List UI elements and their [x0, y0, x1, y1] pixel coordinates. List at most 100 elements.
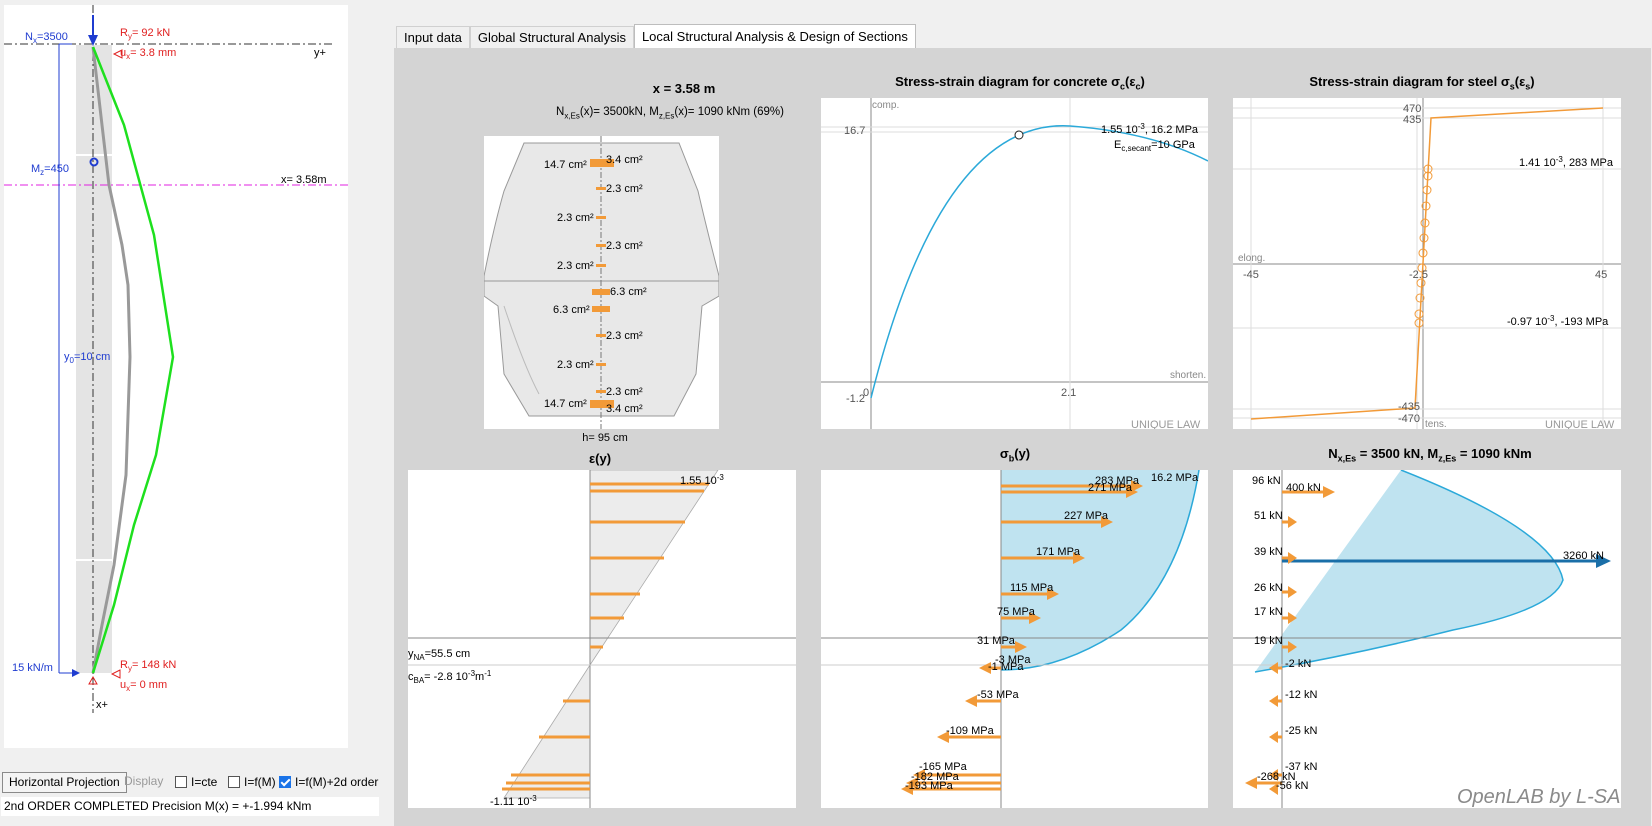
- checkbox-i-fm-2d-order-box[interactable]: [279, 776, 291, 788]
- tick-m470: -470: [1398, 413, 1420, 425]
- svg-text:1.55 10-3, 16.2 MPa: 1.55 10-3, 16.2 MPa: [1101, 122, 1199, 136]
- rebar-markers: [590, 159, 614, 408]
- force-arrows: [1257, 490, 1323, 785]
- steel-stress-arrows: [913, 484, 1131, 791]
- svg-text:Nx=3500: Nx=3500: [25, 31, 68, 45]
- unique-law-label: UNIQUE LAW: [1131, 419, 1201, 429]
- stress-label: 115 MPa: [1010, 582, 1054, 594]
- tick-m45: -45: [1243, 269, 1259, 281]
- stress-label: 31 MPa: [977, 635, 1016, 647]
- stress-curve: [1000, 470, 1200, 671]
- svg-text:Mz=450: Mz=450: [31, 163, 69, 177]
- comp-label: comp.: [872, 100, 899, 111]
- concrete-law-curve: [870, 125, 1208, 399]
- x-marker-label: x= 3.58m: [281, 174, 327, 186]
- mz-label: M: [31, 163, 40, 175]
- checkbox-i-fm-box[interactable]: [228, 776, 240, 788]
- beam-diagram-panel[interactable]: Nx=3500 Ry= 92 kN ux= 3.8 mm y+ Mz=450 x…: [4, 5, 368, 748]
- steel-stress-strain-chart: 470 435 -435 -470 elong. tens. -45 -2.5 …: [1233, 98, 1621, 429]
- tab-local-structural-analysis[interactable]: Local Structural Analysis & Design of Se…: [633, 24, 916, 49]
- steel-diagram-title: Stress-strain diagram for steel σs(εs): [1309, 74, 1535, 92]
- nx-label: N: [25, 31, 33, 43]
- tick-435: 435: [1403, 114, 1421, 126]
- cross-section-diagram: 14.7 cm² 3.4 cm² 2.3 cm² 2.3 cm² 2.3 cm²…: [484, 136, 719, 429]
- moment-marker: [89, 157, 99, 167]
- strain-profile-pane: 1.55 10-3 yNA=55.5 cm cBA= -2.8 10-3m-1 …: [408, 470, 796, 808]
- svg-text:ux= 3.8 mm: ux= 3.8 mm: [120, 47, 176, 61]
- y0-label: y: [64, 351, 70, 363]
- force-label: -268 kN: [1257, 771, 1296, 783]
- rebar-label: 3.4 cm²: [606, 154, 643, 166]
- section-title: x = 3.58 m: [652, 81, 716, 96]
- concrete-diagram-title: Stress-strain diagram for concrete σc(εc…: [895, 74, 1145, 92]
- checkbox-i-fm-2d-order[interactable]: I=f(M)+2d order: [279, 775, 378, 789]
- force-label: 39 kN: [1254, 546, 1283, 558]
- concrete-peak-label: 1.55 10: [1101, 124, 1138, 136]
- force-label-400: 400 kN: [1286, 482, 1321, 494]
- force-label: 51 kN: [1254, 510, 1283, 522]
- stress-label: -165 MPa: [919, 761, 968, 773]
- checkbox-i-fm[interactable]: I=f(M): [228, 775, 276, 789]
- rebar-label: 2.3 cm²: [557, 260, 594, 272]
- concrete-state-point: [1014, 130, 1024, 140]
- rebar-label: 6.3 cm²: [553, 304, 590, 316]
- tab-global-structural-analysis[interactable]: Global Structural Analysis: [469, 26, 634, 49]
- checkbox-i-fm-label: I=f(M): [244, 775, 276, 789]
- checkbox-i-cte-box[interactable]: [175, 776, 187, 788]
- display-label: Display: [124, 774, 164, 788]
- stress-resultant-curve: [1254, 470, 1564, 673]
- svg-text:cBA= -2.8 10-3m-1: cBA= -2.8 10-3m-1: [408, 669, 492, 685]
- svg-text:Ry= 148 kN: Ry= 148 kN: [120, 659, 176, 673]
- rebar-label: 2.3 cm²: [557, 212, 594, 224]
- rebar-label: 3.4 cm²: [606, 403, 643, 415]
- tab-input-data[interactable]: Input data: [396, 26, 470, 49]
- stress-label: -193 MPa: [905, 780, 954, 792]
- concrete-stress-strain-chart: comp. 16.7 0 2.1 -1.2 shorten. UNIQUE LA…: [821, 98, 1208, 429]
- force-label: 96 kN: [1252, 475, 1281, 487]
- ux-top-label: u: [120, 47, 126, 59]
- steel-law-curve: [1250, 107, 1604, 420]
- tick-470: 470: [1403, 103, 1421, 115]
- tick-zero: 0: [863, 387, 869, 399]
- rebar-label: 2.3 cm²: [606, 386, 643, 398]
- ry-bottom-label: R: [120, 659, 128, 671]
- rebar-label: 2.3 cm²: [606, 330, 643, 342]
- force-label: -56 kN: [1276, 780, 1308, 792]
- checkbox-i-cte[interactable]: I=cte: [175, 775, 217, 789]
- peak-stress-label: 16.2 MPa: [1151, 472, 1199, 484]
- distributed-load-label: 15 kN/m: [12, 662, 53, 674]
- shorten-label: shorten.: [1170, 370, 1206, 381]
- openlab-watermark: OpenLAB by L-SA: [1457, 786, 1621, 808]
- stress-diagram-title: σb(y): [999, 446, 1031, 464]
- steel-state-points: [1414, 164, 1433, 328]
- tick-45: 45: [1595, 269, 1607, 281]
- stress-block-pane: 16.2 MPa 283 MPa 271 MPa 227 MPa 171 MPa…: [821, 470, 1208, 808]
- section-forces-subtitle: Nx,Es(x)= 3500kN, Mz,Es(x)= 1090 kNm (69…: [556, 106, 784, 121]
- force-label: -12 kN: [1285, 689, 1317, 701]
- stress-label: 171 MPa: [1036, 546, 1081, 558]
- tick-neg: -1.2: [846, 393, 865, 405]
- tens-label: tens.: [1425, 419, 1447, 429]
- rebar-label: 2.3 cm²: [606, 183, 643, 195]
- x-plus-label: x+: [96, 699, 108, 711]
- strain-diagram-title: ε(y): [588, 451, 612, 466]
- deflection-curve-first-order: [91, 46, 132, 674]
- stress-label: 271 MPa: [1088, 482, 1133, 494]
- tick-m25: -2.5: [1409, 269, 1428, 281]
- checkbox-i-cte-label: I=cte: [191, 775, 218, 789]
- svg-text:1.41 10-3, 283 MPa: 1.41 10-3, 283 MPa: [1519, 155, 1614, 169]
- strain-profile-chart: 1.55 10-3 yNA=55.5 cm cBA= -2.8 10-3m-1 …: [408, 470, 796, 808]
- force-label: -37 kN: [1285, 761, 1317, 773]
- fc-tick: 16.7: [844, 125, 865, 137]
- checkbox-i-fm-2d-order-label: I=f(M)+2d order: [295, 775, 379, 789]
- ec-label: E: [1114, 139, 1121, 151]
- horizontal-projection-button[interactable]: Horizontal Projection: [2, 772, 127, 793]
- cba-label: c: [408, 671, 414, 683]
- svg-text:Ec,secant=10 GPa: Ec,secant=10 GPa: [1114, 139, 1196, 153]
- forces-chart: 96 kN 400 kN 51 kN 39 kN 26 kN 17 kN 19 …: [1233, 470, 1621, 808]
- section-height-label: h= 95 cm: [582, 432, 628, 444]
- steel-diagram-pane: 470 435 -435 -470 elong. tens. -45 -2.5 …: [1233, 98, 1621, 429]
- force-label: 26 kN: [1254, 582, 1283, 594]
- stress-block-chart: 16.2 MPa 283 MPa 271 MPa 227 MPa 171 MPa…: [821, 470, 1208, 808]
- tab-bar: Input data Global Structural Analysis Lo…: [396, 24, 916, 49]
